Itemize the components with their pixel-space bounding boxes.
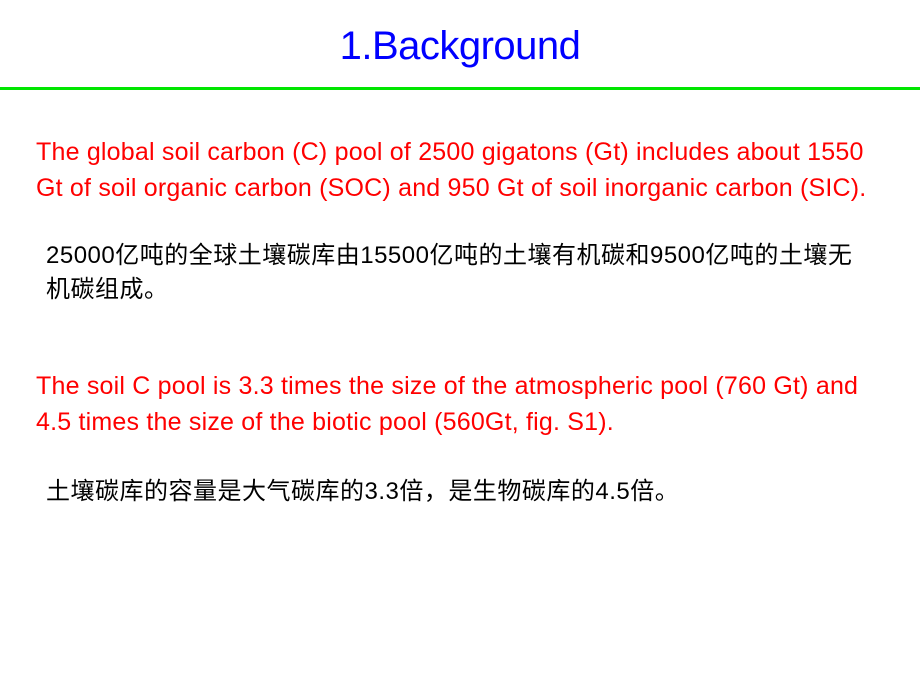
paragraph-chinese-1: 25000亿吨的全球土壤碳库由15500亿吨的土壤有机碳和9500亿吨的土壤无机…	[36, 239, 884, 309]
slide-title-container: 1.Background	[0, 0, 920, 87]
paragraph-english-2: The soil C pool is 3.3 times the size of…	[36, 368, 884, 441]
slide-title: 1.Background	[0, 24, 920, 69]
content-area: The global soil carbon (C) pool of 2500 …	[0, 134, 920, 509]
paragraph-chinese-2: 土壤碳库的容量是大气碳库的3.3倍，是生物碳库的4.5倍。	[36, 475, 884, 510]
paragraph-english-1: The global soil carbon (C) pool of 2500 …	[36, 134, 884, 207]
title-divider	[0, 87, 920, 90]
